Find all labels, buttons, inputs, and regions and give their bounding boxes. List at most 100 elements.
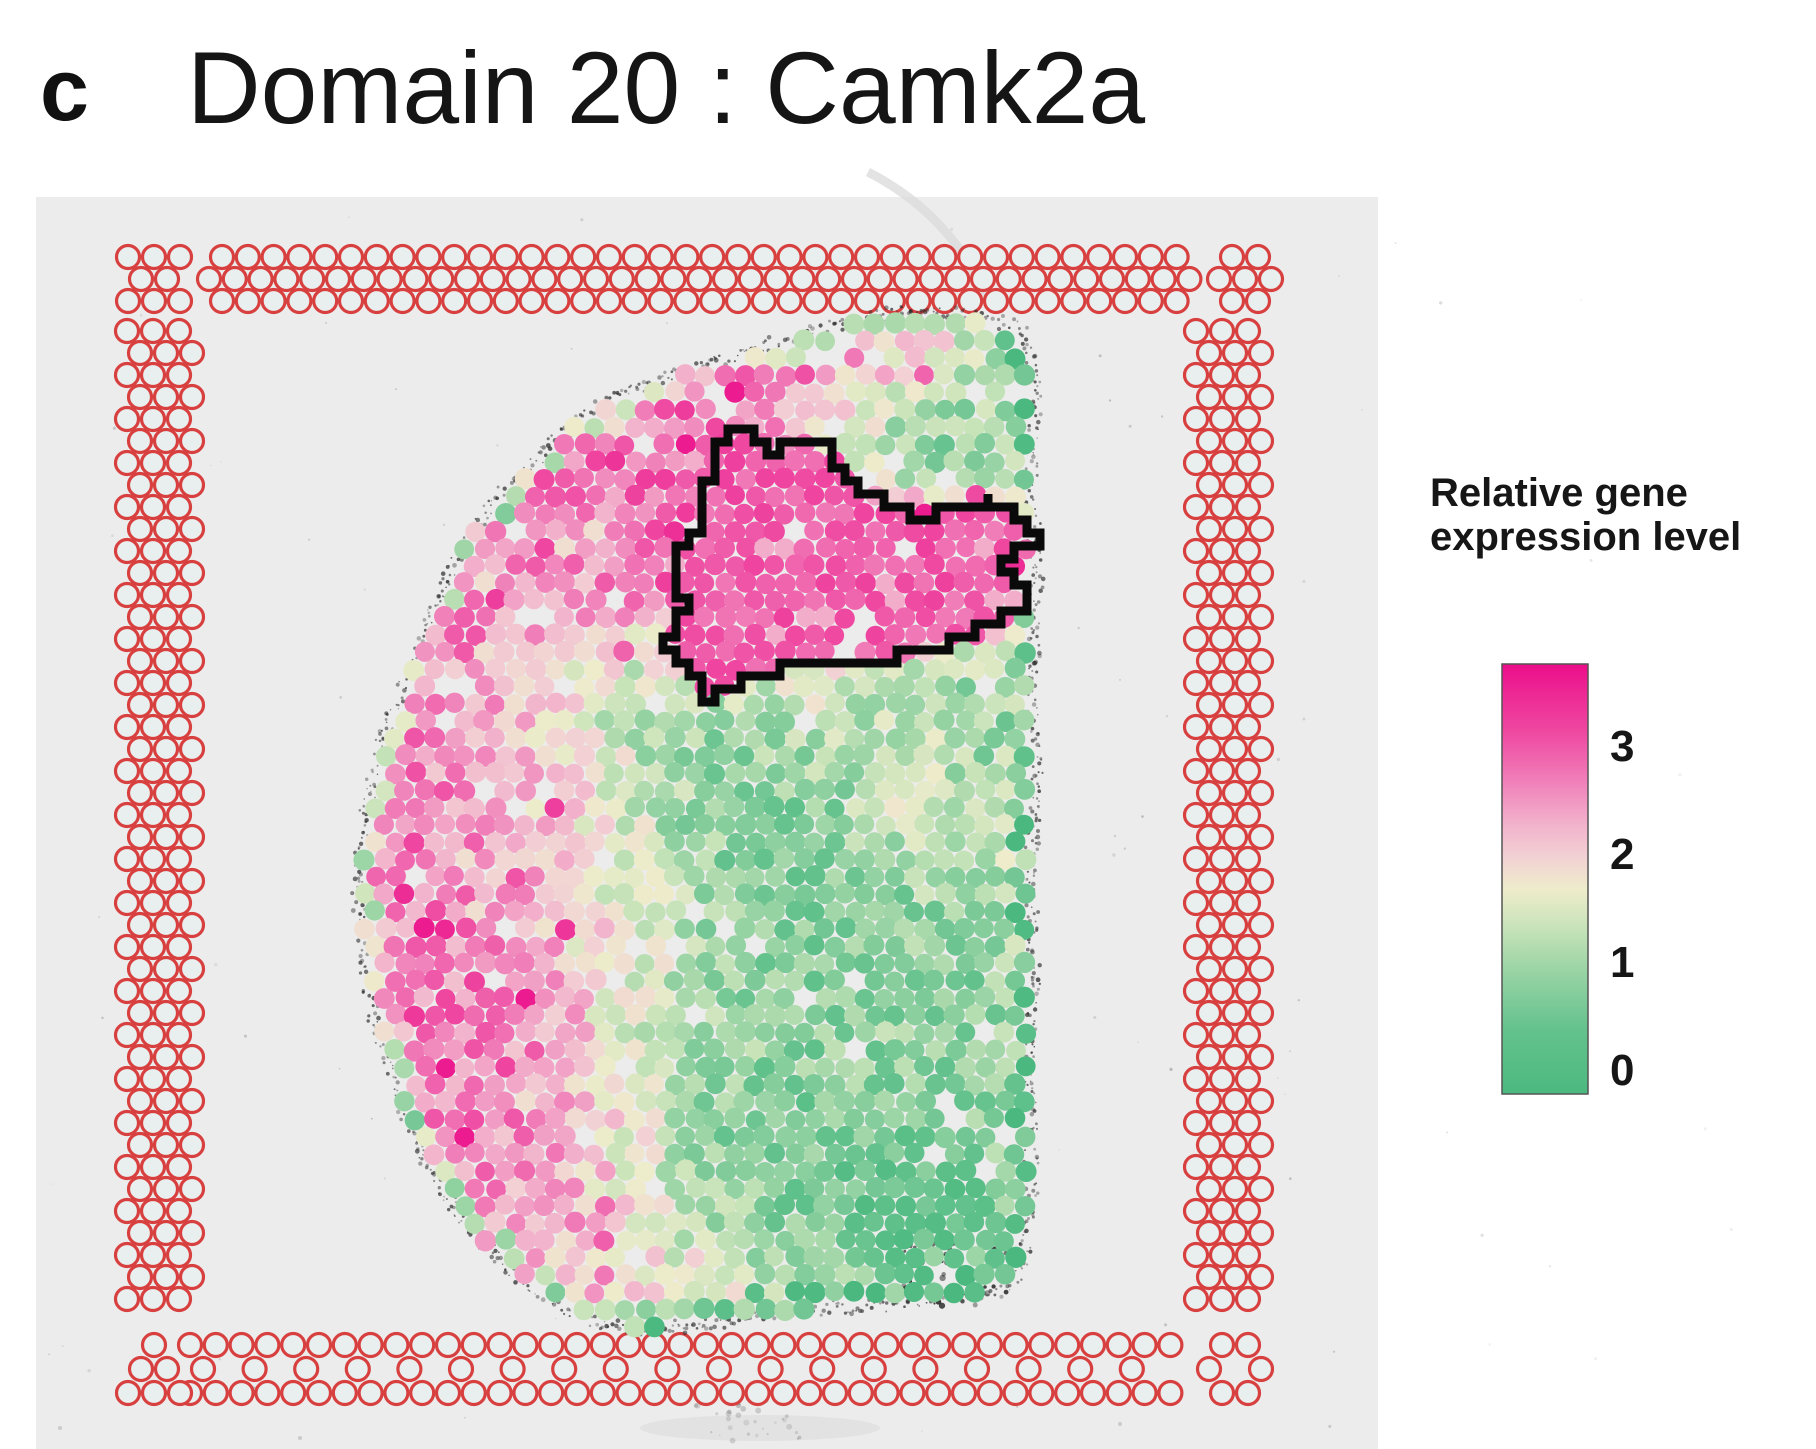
tissue-spot bbox=[954, 1057, 977, 1079]
tissue-spot bbox=[455, 813, 476, 834]
fiducial-circle bbox=[531, 265, 558, 293]
tissue-spot bbox=[694, 780, 716, 802]
tissue-spot bbox=[774, 884, 796, 906]
tissue-spot bbox=[934, 1229, 955, 1251]
tissue-spot bbox=[683, 1143, 705, 1165]
tissue-spot bbox=[844, 866, 866, 888]
tissue-spot bbox=[625, 1212, 646, 1234]
tissue-spot bbox=[965, 1004, 986, 1025]
tissue-spot bbox=[535, 815, 557, 837]
tissue-spot bbox=[584, 1005, 606, 1027]
fiducial-circle bbox=[1054, 1379, 1081, 1407]
tissue-spot bbox=[865, 1176, 887, 1198]
tissue-spot bbox=[703, 1247, 725, 1268]
tissue-spot bbox=[434, 605, 455, 627]
tissue-spot bbox=[754, 538, 775, 559]
tissue-spot bbox=[894, 607, 916, 628]
fiducial-circle bbox=[139, 1153, 167, 1181]
tissue-spot bbox=[545, 659, 566, 680]
tissue-spot bbox=[903, 450, 925, 472]
fiducial-circle bbox=[1150, 265, 1177, 293]
tissue-spot bbox=[855, 572, 877, 594]
tissue-spot bbox=[915, 607, 936, 628]
tissue-spot bbox=[725, 1004, 746, 1025]
fiducial-circle bbox=[1208, 933, 1236, 961]
tissue-spot bbox=[535, 1092, 555, 1113]
tissue-spot bbox=[914, 780, 936, 802]
tissue-spot bbox=[354, 918, 375, 940]
fiducial-circle bbox=[165, 405, 193, 433]
tissue-spot bbox=[735, 988, 756, 1009]
tissue-spot bbox=[934, 1056, 956, 1078]
tissue-spot bbox=[634, 400, 656, 421]
tissue-spot bbox=[624, 728, 646, 750]
fiducial-circle bbox=[113, 493, 141, 521]
tissue-spot bbox=[975, 779, 996, 800]
fiducial-circle bbox=[847, 1379, 874, 1407]
tissue-spot bbox=[965, 1108, 987, 1130]
tissue-spot bbox=[405, 761, 427, 783]
fiducial-circle bbox=[152, 867, 180, 895]
tissue-spot bbox=[774, 1090, 796, 1112]
tissue-spot bbox=[635, 1126, 656, 1147]
tissue-spot bbox=[944, 485, 965, 506]
fiducial-circle bbox=[1008, 243, 1035, 271]
fiducial-circle bbox=[152, 1263, 180, 1291]
tissue-spot bbox=[825, 589, 847, 611]
tissue-spot bbox=[615, 745, 636, 766]
fiducial-circle bbox=[126, 735, 154, 763]
tissue-spot bbox=[505, 623, 527, 645]
tissue-spot bbox=[515, 1021, 537, 1042]
tissue-spot bbox=[375, 917, 397, 939]
tissue-spot bbox=[505, 832, 526, 854]
tissue-spot bbox=[594, 1055, 616, 1077]
tissue-spot bbox=[425, 935, 447, 957]
tissue-spot bbox=[493, 1091, 515, 1113]
fiducial-circle bbox=[589, 1379, 616, 1407]
tissue-spot bbox=[964, 693, 985, 715]
legend-title-line1: Relative gene bbox=[1430, 471, 1688, 515]
fiducial-circle bbox=[165, 1241, 193, 1269]
fiducial-circle bbox=[126, 1219, 154, 1247]
tissue-spot bbox=[815, 988, 837, 1010]
tissue-spot bbox=[784, 625, 806, 647]
tissue-spot bbox=[373, 883, 395, 905]
fiducial-circle bbox=[409, 1331, 436, 1359]
tissue-spot bbox=[714, 537, 735, 559]
tissue-spot bbox=[723, 727, 744, 748]
tissue-spot bbox=[915, 538, 936, 559]
tissue-spot bbox=[1004, 902, 1026, 924]
tissue-spot bbox=[954, 330, 975, 351]
tissue-spot bbox=[765, 347, 787, 370]
tissue-spot bbox=[664, 797, 686, 819]
tissue-spot bbox=[835, 571, 857, 593]
fiducial-circle bbox=[1195, 735, 1223, 763]
fiducial-circle bbox=[692, 1331, 720, 1359]
tissue-spot bbox=[473, 710, 495, 732]
tissue-spot bbox=[765, 937, 785, 958]
tissue-spot bbox=[834, 1194, 855, 1215]
tissue-spot bbox=[995, 779, 1016, 800]
tissue-spot bbox=[914, 953, 935, 974]
tissue-spot bbox=[635, 468, 656, 490]
fiducial-circle bbox=[152, 515, 180, 543]
tissue-spot bbox=[955, 1264, 977, 1286]
tissue-spot bbox=[1015, 1023, 1037, 1044]
fiducial-circle bbox=[165, 537, 193, 565]
panel-label: c bbox=[40, 40, 89, 139]
tissue-spot bbox=[714, 884, 735, 906]
tissue-spot bbox=[643, 831, 665, 853]
tissue-spot bbox=[773, 813, 795, 835]
domain-20-outline bbox=[658, 424, 1045, 707]
tissue-spot bbox=[734, 1021, 757, 1043]
fiducial-circle bbox=[1247, 691, 1275, 719]
tissue-spot bbox=[803, 1246, 825, 1268]
tissue-spot bbox=[534, 917, 556, 939]
tissue-spot bbox=[434, 919, 455, 940]
tissue-spot bbox=[604, 450, 626, 472]
tissue-spot bbox=[506, 486, 526, 507]
tissue-spot bbox=[1004, 450, 1026, 471]
tissue-spot bbox=[684, 556, 705, 577]
fiducial-circle bbox=[152, 339, 180, 367]
tissue-spot bbox=[805, 728, 827, 750]
